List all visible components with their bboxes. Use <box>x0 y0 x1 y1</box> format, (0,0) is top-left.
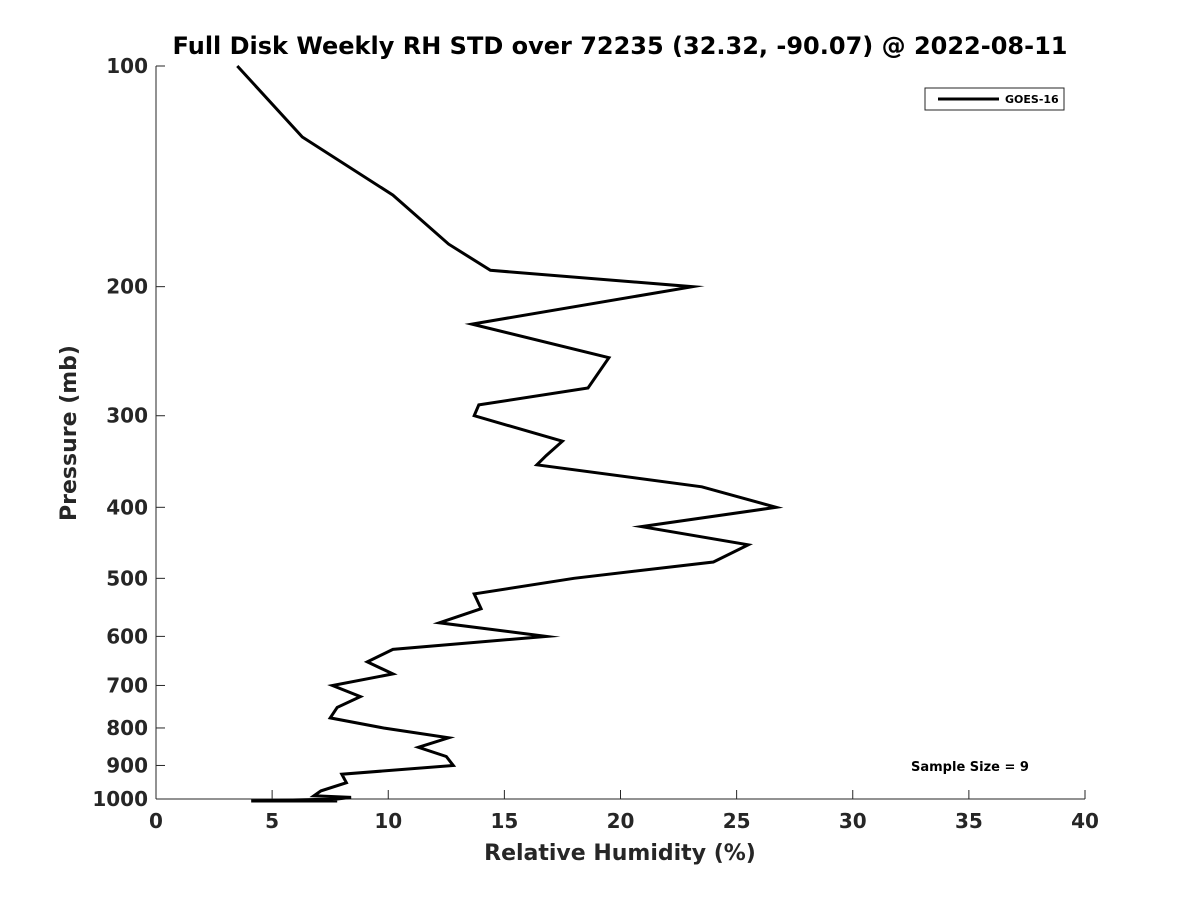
x-tick-label: 10 <box>374 809 402 833</box>
legend: GOES-16 <box>924 87 1065 111</box>
y-tick-label: 700 <box>106 673 148 697</box>
x-tick-label: 30 <box>839 809 867 833</box>
x-tick-label: 0 <box>149 809 163 833</box>
y-tick-label: 400 <box>106 495 148 519</box>
series-group <box>236 64 784 803</box>
y-tick-label: 600 <box>106 624 148 648</box>
x-tick-label: 40 <box>1071 809 1099 833</box>
y-tick-label: 300 <box>106 404 148 428</box>
y-axis-label: Pressure (mb) <box>57 345 82 521</box>
y-tick-label: 100 <box>106 54 148 78</box>
y-tick-label: 500 <box>106 566 148 590</box>
x-axis-ticks: 0 5 10 15 20 25 30 35 40 <box>149 790 1099 833</box>
x-tick-label: 20 <box>607 809 635 833</box>
y-tick-label: 900 <box>106 753 148 777</box>
series-line-goes-16 <box>236 64 784 803</box>
sample-size-annotation: Sample Size = 9 <box>911 760 1029 775</box>
x-axis-label: Relative Humidity (%) <box>484 841 756 866</box>
x-tick-label: 25 <box>723 809 751 833</box>
y-tick-label: 1000 <box>92 787 148 811</box>
y-tick-label: 200 <box>106 275 148 299</box>
y-axis-ticks: 100 200 300 400 500 600 700 800 900 1000 <box>92 54 165 811</box>
x-tick-label: 35 <box>955 809 983 833</box>
x-tick-label: 5 <box>265 809 279 833</box>
chart-title: Full Disk Weekly RH STD over 72235 (32.3… <box>173 32 1068 60</box>
y-tick-label: 800 <box>106 716 148 740</box>
x-tick-label: 15 <box>490 809 518 833</box>
legend-label-goes-16: GOES-16 <box>1005 93 1059 106</box>
